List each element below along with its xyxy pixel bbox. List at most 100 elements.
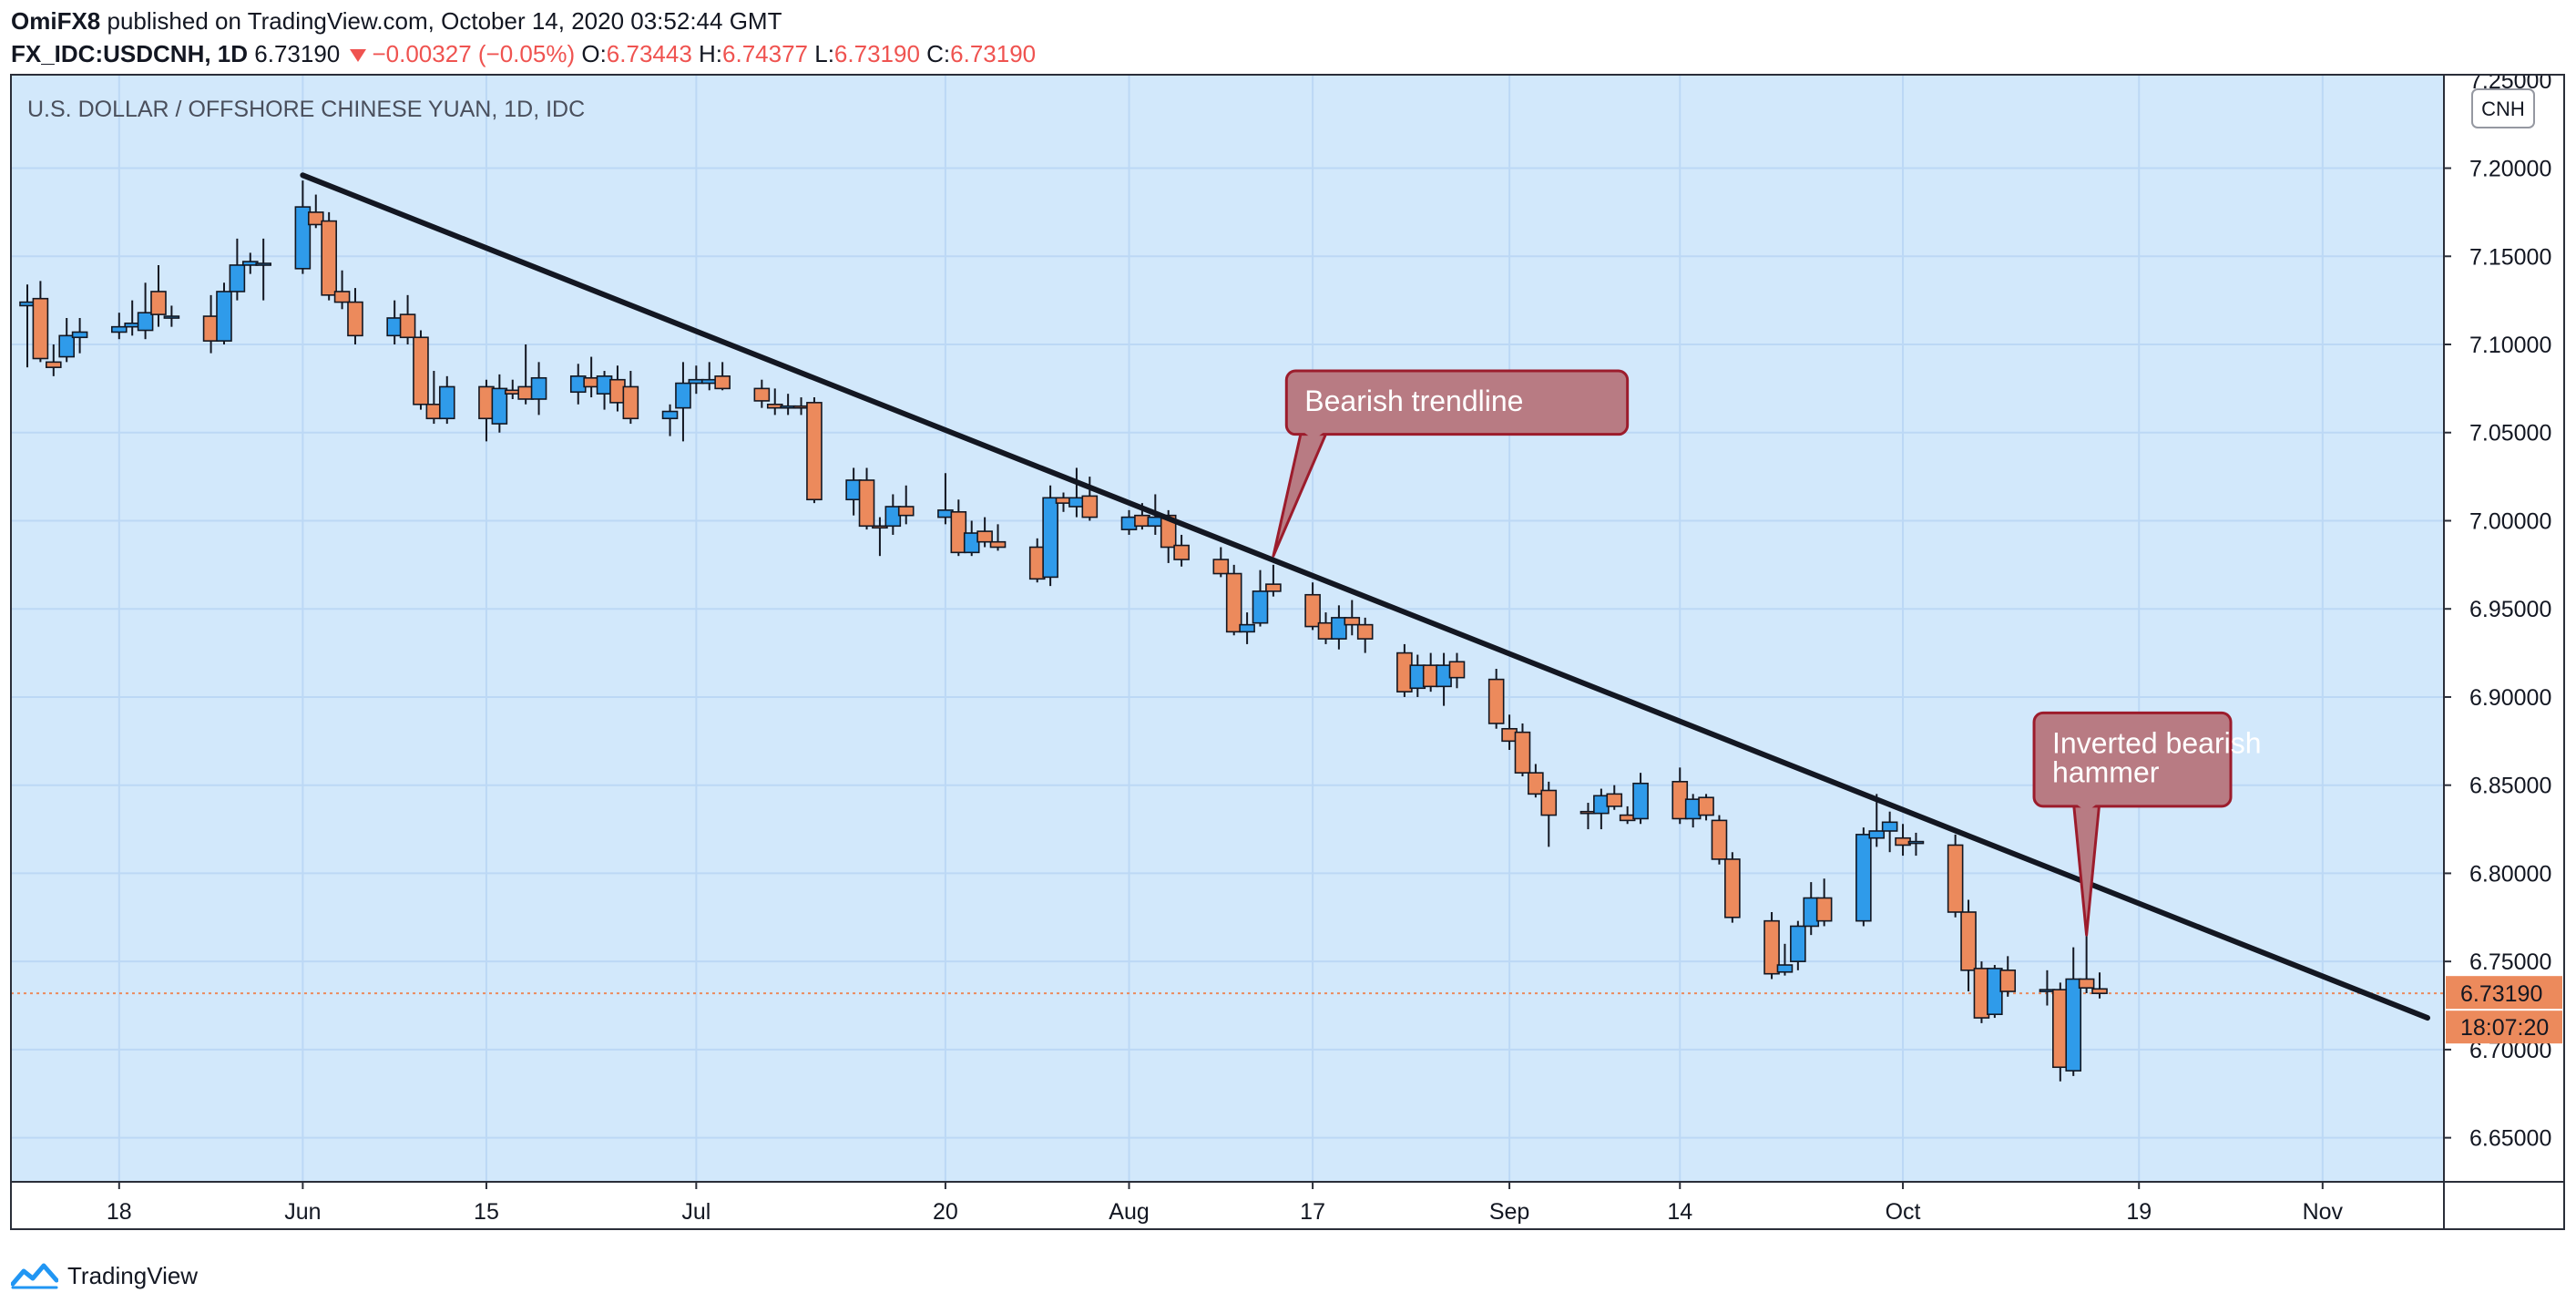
brand-name[interactable]: TradingView	[67, 1261, 199, 1289]
candle-up	[1776, 964, 1794, 973]
candle-down	[1514, 731, 1531, 774]
candle-up	[1868, 830, 1886, 839]
candle-down	[307, 211, 324, 226]
callout-label: hammer	[2052, 755, 2160, 788]
candle-down	[347, 301, 363, 337]
candle-up	[1632, 782, 1649, 820]
callout: Bearish trendline	[1272, 369, 1630, 558]
candle-up	[58, 334, 75, 358]
candle-down	[45, 361, 62, 368]
candle-up	[294, 206, 312, 270]
footer: TradingView	[11, 1256, 198, 1296]
price-tick-label: 6.85000	[2469, 774, 2551, 799]
time-tick-label: Aug	[1109, 1199, 1149, 1225]
price-chart[interactable]: U.S. DOLLAR / OFFSHORE CHINESE YUAN, 1D,…	[0, 0, 2576, 1256]
callout-box	[2032, 711, 2233, 808]
close-value: 6.73190	[950, 40, 1037, 67]
open-value: 6.73443	[606, 40, 692, 67]
candle-down	[32, 297, 49, 360]
currency-badge[interactable]: CNH	[2471, 88, 2535, 128]
time-tick-label: 15	[474, 1199, 499, 1225]
candle-up	[661, 410, 679, 420]
candle-down	[622, 385, 639, 420]
candle-up	[229, 264, 246, 292]
candle-down	[1960, 911, 1977, 971]
chart-title: U.S. DOLLAR / OFFSHORE CHINESE YUAN, 1D,…	[27, 97, 585, 122]
time-tick-label: 14	[1667, 1199, 1692, 1225]
price-tick-label: 7.00000	[2469, 508, 2551, 534]
candle-down	[413, 336, 429, 405]
candle-up	[1790, 925, 1806, 962]
candle-down	[1081, 495, 1099, 518]
candle-down	[950, 511, 967, 554]
candle-up	[71, 331, 88, 339]
candle-down	[1448, 661, 1466, 679]
publisher-name[interactable]: OmiFX8	[11, 7, 101, 35]
price-tick-label: 7.05000	[2469, 421, 2551, 446]
candle-down	[1711, 819, 1728, 860]
tradingview-logo-icon[interactable]	[11, 1262, 58, 1289]
candle-down	[714, 375, 731, 390]
time-tick-label: 18	[107, 1199, 132, 1225]
candle-down	[872, 525, 888, 529]
candle-down	[1173, 544, 1190, 560]
publish-info: OmiFX8 published on TradingView.com, Oct…	[11, 4, 782, 38]
candles	[19, 180, 2108, 1082]
candle-down	[1487, 678, 1505, 724]
low-value: 6.73190	[833, 40, 920, 67]
time-tick-label: Nov	[2303, 1199, 2344, 1225]
candle-down	[1540, 789, 1558, 816]
time-tick-label: Jul	[681, 1199, 710, 1225]
price-tick-label: 6.95000	[2469, 597, 2551, 622]
countdown-tag	[2446, 1011, 2562, 1044]
time-axis[interactable]: 18 Jun 15 Jul 20 Aug 17 Sep 14 Oct 19 Nov	[107, 1182, 2344, 1225]
time-tick-label: Oct	[1886, 1199, 1921, 1225]
callout-box	[1284, 369, 1630, 436]
grid-lines	[11, 75, 2444, 1182]
close-label: C:	[926, 40, 951, 67]
time-tick-label: 19	[2126, 1199, 2152, 1225]
candle-down	[806, 402, 823, 501]
candle-up	[963, 532, 980, 554]
time-tick-label: Jun	[284, 1199, 321, 1225]
price-tick-label: 7.20000	[2469, 157, 2551, 182]
currency-badge-label: CNH	[2481, 97, 2525, 120]
candle-down	[1947, 844, 1964, 913]
price-axis[interactable]: 7.20000 7.15000 7.10000 7.05000 7.00000 6.950…	[2444, 68, 2562, 1152]
candle-up	[675, 382, 691, 409]
candle-up	[1907, 840, 1925, 845]
candle-up	[163, 315, 180, 319]
price-tick-label: 7.15000	[2469, 244, 2551, 270]
bearish-trendline[interactable]	[300, 172, 2430, 1021]
candle-down	[976, 530, 993, 543]
time-tick-label: Sep	[1489, 1199, 1529, 1225]
candle-down	[150, 291, 167, 315]
symbol-label[interactable]: FX_IDC:USDCNH, 1D	[11, 40, 249, 67]
high-value: 6.74377	[722, 40, 808, 67]
open-label: O:	[581, 40, 607, 67]
candle-down	[1304, 593, 1321, 628]
candle-up	[884, 506, 902, 528]
candle-up	[1855, 834, 1872, 922]
candle-down	[989, 540, 1007, 549]
candle-up	[1252, 590, 1269, 624]
price-tags: 6.73190 18:07:20	[2446, 976, 2562, 1044]
candle-down	[1763, 919, 1780, 975]
high-label: H:	[699, 40, 723, 67]
candle-down	[2078, 978, 2095, 989]
ohlc-legend: FX_IDC:USDCNH, 1D 6.73190 −0.00327 (−0.0…	[11, 36, 1036, 71]
candle-down	[1606, 793, 1623, 807]
candle-down	[1528, 772, 1544, 795]
candle-up	[438, 385, 455, 420]
candle-down	[1160, 514, 1177, 549]
candle-down	[858, 479, 875, 528]
candle-up	[216, 291, 232, 342]
countdown-tag-label: 18:07:20	[2460, 1015, 2549, 1041]
callout-label: Inverted bearish	[2052, 726, 2261, 759]
candle-up	[1881, 821, 1898, 832]
candle-up	[110, 325, 128, 333]
candle-down	[1265, 583, 1282, 592]
candle-down	[897, 506, 915, 517]
candle-up	[1239, 623, 1255, 633]
candle-down	[1815, 897, 1833, 922]
